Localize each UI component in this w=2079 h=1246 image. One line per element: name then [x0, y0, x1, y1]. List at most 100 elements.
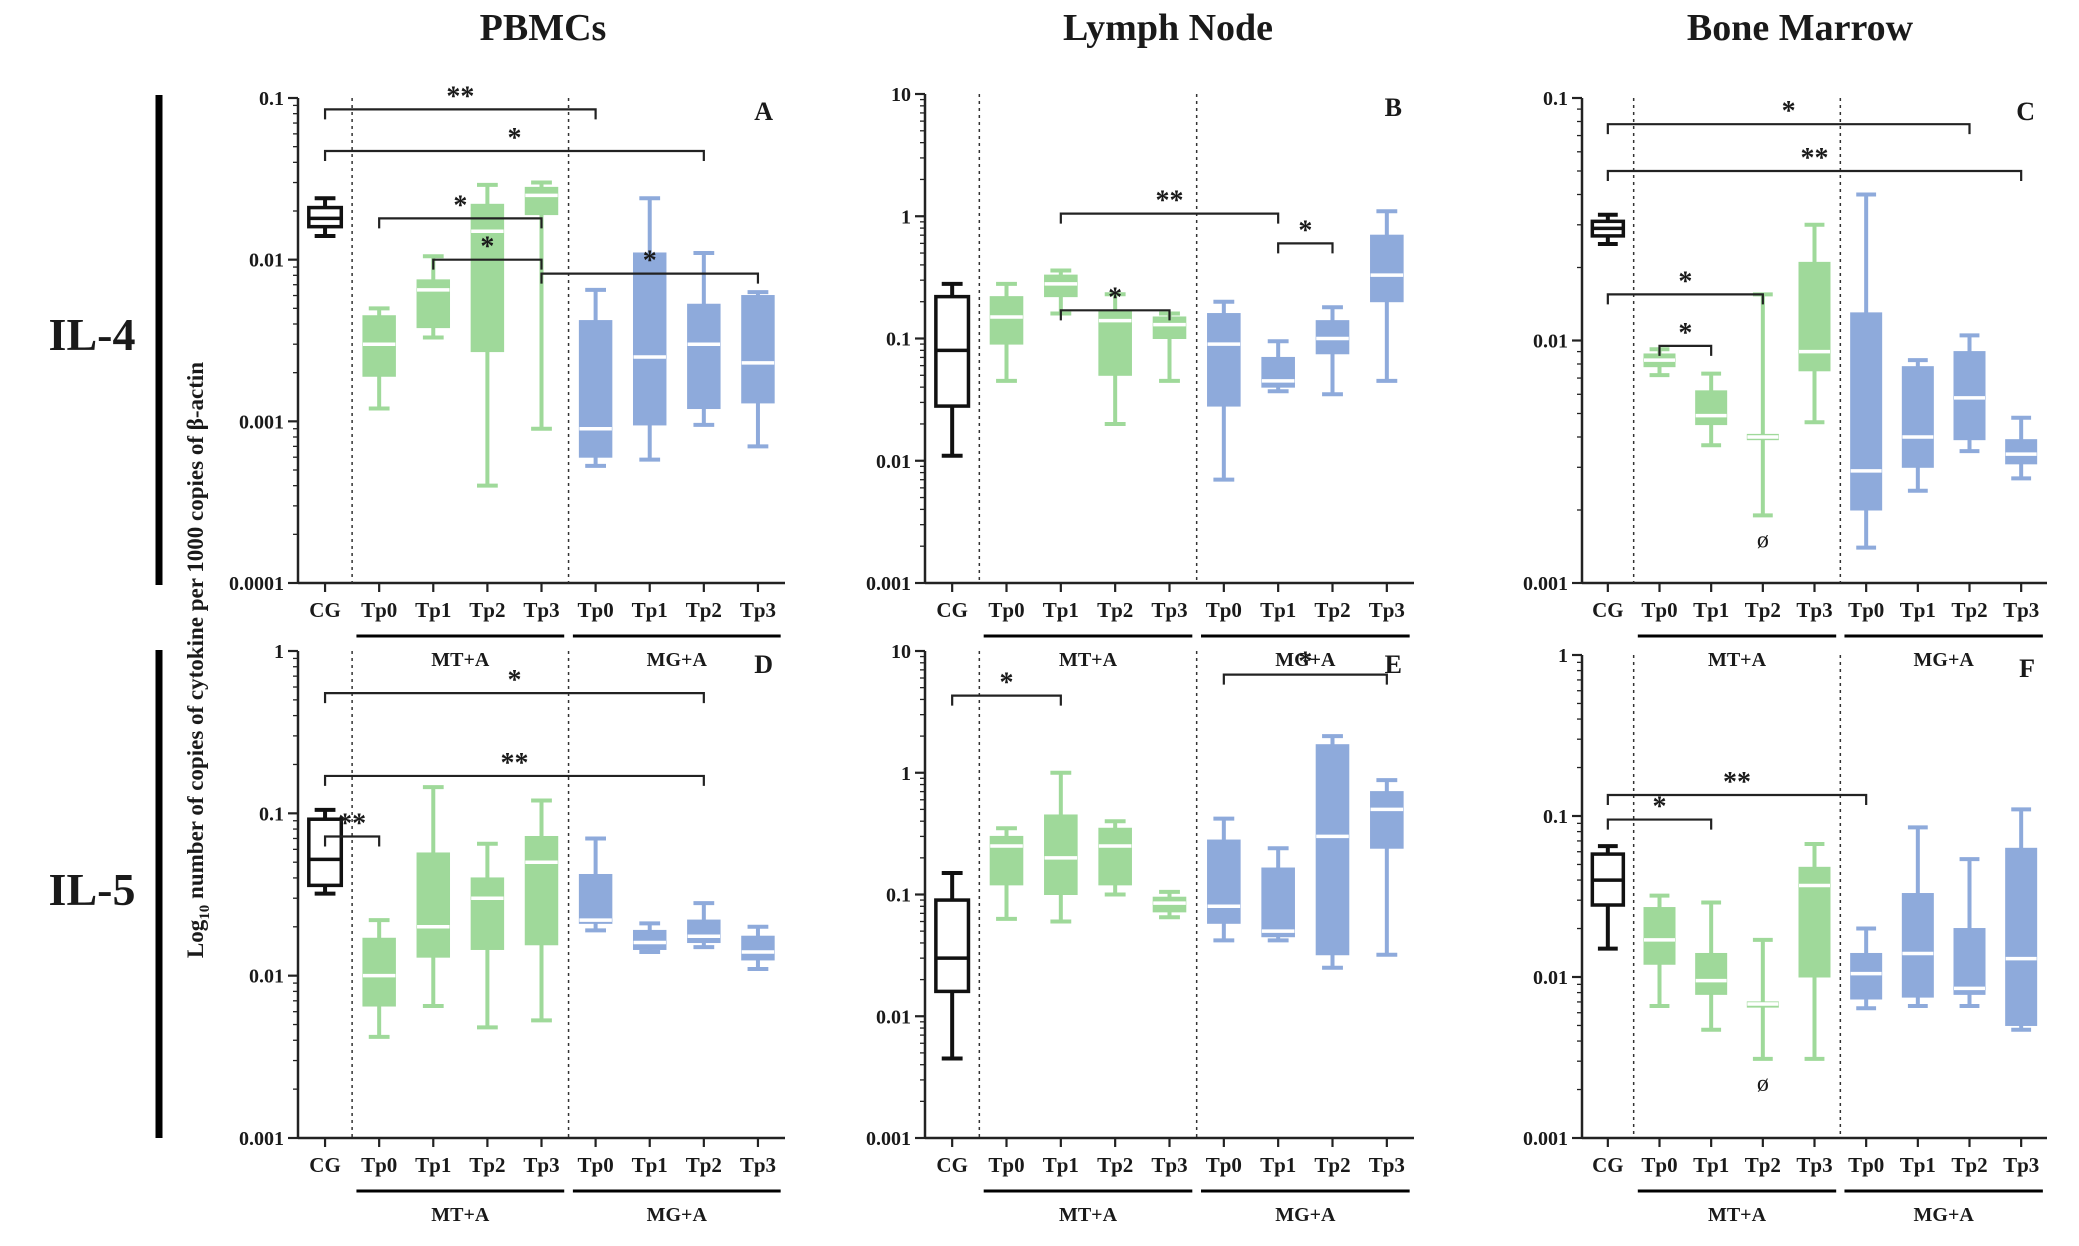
x-tick-label: Tp2 [469, 1153, 505, 1177]
box-body [1695, 952, 1728, 995]
x-tick-label: Tp0 [361, 598, 397, 622]
y-tick-label: 0.01 [876, 451, 911, 473]
panel-C: 0.1 0.01 0.001 CG Tp0 Tp1 Tp2 Tp3 Tp0 Tp1 Tp2 Tp3 ø *… [1523, 88, 2047, 671]
x-tick-label: Tp0 [988, 1153, 1024, 1177]
box-C-0 [1590, 212, 1626, 246]
bracket-line [323, 108, 597, 120]
panels: 0.1 0.01 0.001 0.0001 CG Tp0 Tp1 Tp2 Tp3 Tp0 Tp1 Tp… [229, 81, 2047, 1226]
box-body [1850, 312, 1883, 511]
box-body [578, 320, 613, 458]
panel-A: 0.1 0.01 0.001 0.0001 CG Tp0 Tp1 Tp2 Tp3 Tp0 Tp1 Tp… [229, 81, 785, 671]
box-E-3 [1098, 819, 1132, 897]
box-E-6 [1261, 846, 1295, 943]
y-tick-label: 0.001 [1523, 1128, 1568, 1150]
x-tick-label: Tp0 [1848, 1153, 1884, 1177]
x-tick-label: Tp1 [415, 1153, 451, 1177]
x-tick-label: Tp0 [361, 1153, 397, 1177]
box-B-3 [1098, 292, 1132, 426]
panel-letter: C [2016, 97, 2035, 126]
x-tick-label: Tp1 [1693, 598, 1729, 622]
y-axis-label-text: number of copies of cytokine per 1000 co… [183, 362, 208, 905]
x-tick-label: Tp1 [1043, 598, 1079, 622]
significance-label: * [1782, 96, 1796, 127]
box-A-0 [307, 196, 344, 239]
x-tick-label: Tp1 [1260, 598, 1296, 622]
significance-bracket: * [1606, 792, 1713, 830]
significance-bracket: * [540, 246, 760, 284]
significance-bracket: ** [1606, 767, 1868, 806]
box-D-2 [416, 785, 451, 1009]
x-tick-label: Tp3 [2003, 1153, 2039, 1177]
x-tick-label: CG [936, 598, 968, 622]
group-label: MG+A [647, 1204, 708, 1226]
x-tick-label: Tp3 [523, 1153, 559, 1177]
bracket-line [323, 774, 705, 786]
significance-label: * [1000, 668, 1014, 699]
significance-label: ** [1723, 767, 1751, 798]
significance-label: * [1108, 282, 1122, 313]
box-body [2005, 439, 2038, 465]
group-label: MG+A [647, 649, 708, 671]
x-tick-label: Tp2 [1745, 598, 1781, 622]
y-axis-label: Log10 number of copies of cytokine per 1… [183, 362, 213, 958]
box-body [362, 315, 396, 377]
y-tick-label: 1 [1558, 645, 1568, 667]
box-body [1953, 928, 1986, 995]
bracket-line [540, 272, 760, 284]
box-A-7 [687, 250, 721, 427]
box-body [416, 852, 451, 958]
box-body [1098, 827, 1132, 886]
box-F-2 [1695, 900, 1728, 1032]
box-body [524, 186, 559, 216]
x-tick-label: Tp0 [578, 1153, 614, 1177]
bracket-line [1277, 242, 1334, 254]
bracket-line [323, 835, 381, 847]
column-title-pbmcs: PBMCs [480, 7, 607, 49]
x-tick-label: CG [309, 598, 341, 622]
box-D-4 [524, 798, 559, 1023]
y-tick-label: 0.01 [1533, 331, 1568, 353]
x-tick-label: Tp1 [1693, 1153, 1729, 1177]
column-title-bone-marrow: Bone Marrow [1687, 7, 1914, 49]
x-tick-label: Tp1 [632, 598, 668, 622]
bracket-line [1606, 169, 2023, 181]
group-label: MT+A [1059, 1204, 1118, 1226]
box-body [416, 279, 451, 329]
significance-label: * [507, 665, 521, 696]
x-tick-label: Tp1 [415, 598, 451, 622]
box-A-8 [741, 290, 775, 449]
y-tick-label: 0.01 [249, 966, 284, 988]
x-tick-label: Tp2 [686, 598, 722, 622]
x-tick-label: Tp2 [1314, 1153, 1350, 1177]
x-tick-label: Tp3 [1151, 598, 1187, 622]
group-label: MG+A [1914, 1204, 1975, 1226]
box-F-0 [1590, 844, 1626, 951]
significance-bracket: * [432, 232, 543, 270]
x-tick-label: Tp0 [1848, 598, 1884, 622]
box-F-6 [1901, 825, 1934, 1009]
significance-label: ** [338, 808, 366, 839]
group-label: MG+A [1275, 1204, 1336, 1226]
x-tick-label: Tp2 [1097, 1153, 1133, 1177]
significance-bracket: ** [323, 748, 705, 786]
group-label: MT+A [431, 1204, 490, 1226]
significance-label: ** [1156, 186, 1184, 217]
significance-bracket: ** [323, 808, 381, 847]
box-E-5 [1207, 816, 1241, 943]
row-label-il4: IL-4 [49, 309, 136, 360]
x-tick-label: Tp3 [1796, 598, 1832, 622]
box-body [1315, 744, 1350, 956]
box-F-4 [1798, 842, 1831, 1061]
x-tick-label: Tp3 [740, 1153, 776, 1177]
x-tick-label: Tp2 [1745, 1153, 1781, 1177]
y-tick-label: 1 [274, 641, 284, 663]
box-C-3 [1746, 292, 1779, 518]
y-tick-label: 0.1 [886, 885, 911, 907]
bracket-line [1222, 673, 1388, 685]
panel-E: 10 1 0.1 0.01 0.001 CG Tp0 Tp1 Tp2 Tp3 Tp0 Tp1 Tp2 Tp… [866, 641, 1414, 1226]
panel-B: 10 1 0.1 0.01 0.001 CG Tp0 Tp1 Tp2 Tp3 Tp0 Tp1 Tp2 Tp… [866, 84, 1414, 671]
x-tick-label: Tp2 [1951, 1153, 1987, 1177]
group-label: MT+A [431, 649, 490, 671]
box-E-1 [989, 826, 1024, 921]
box-body [307, 817, 344, 888]
